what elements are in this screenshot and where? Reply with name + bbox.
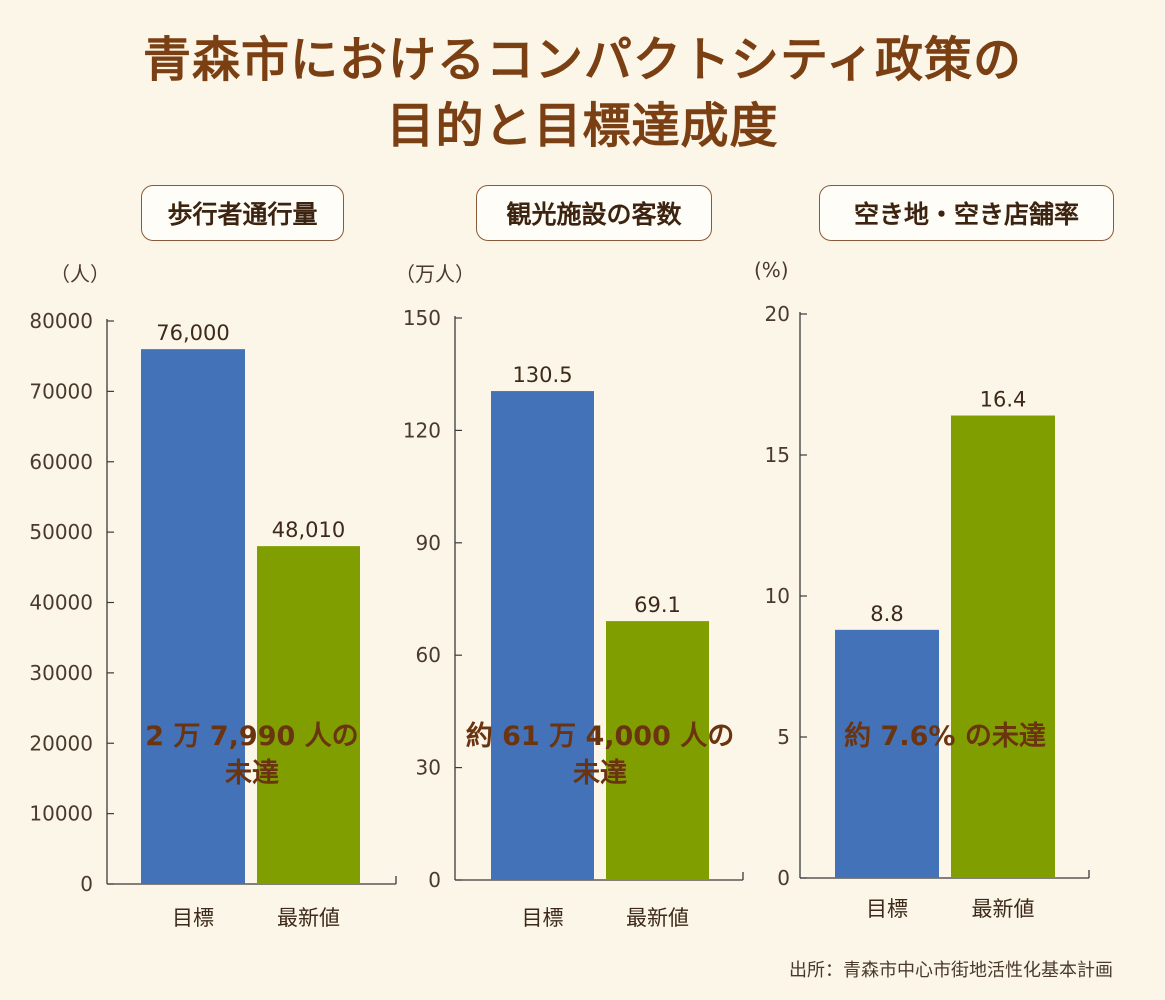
- y-tick-label: 90: [416, 531, 441, 555]
- y-tick-label: 30: [416, 756, 441, 780]
- unit-label-tourism: （万人）: [395, 262, 475, 286]
- y-tick-label: 20000: [29, 731, 93, 755]
- unit-label-pedestrian: （人）: [50, 262, 110, 286]
- category-label: 最新値: [626, 906, 689, 930]
- main-title-line-2: 目的と目標達成度: [386, 98, 779, 154]
- y-tick-label: 30000: [29, 661, 93, 685]
- y-tick-label: 60: [416, 643, 441, 667]
- y-tick-label: 60000: [29, 450, 93, 474]
- panel-title-pedestrian: 歩行者通行量: [141, 185, 344, 241]
- gap-annotation: 2 万 7,990 人の: [145, 721, 358, 752]
- y-tick-label: 70000: [29, 379, 93, 403]
- source-note: 出所：青森市中心市街地活性化基本計画: [789, 960, 1113, 981]
- panel-title-vacancy: 空き地・空き店舗率: [819, 185, 1114, 241]
- y-tick-label: 50000: [29, 520, 93, 544]
- main-title-line-1: 青森市におけるコンパクトシティ政策の: [142, 32, 1023, 88]
- y-tick-label: 15: [765, 443, 790, 467]
- category-label: 目標: [522, 906, 564, 930]
- data-label: 48,010: [272, 518, 345, 542]
- data-label: 130.5: [512, 363, 572, 387]
- gap-annotation: 約 61 万 4,000 人の: [466, 720, 735, 752]
- data-label: 16.4: [980, 388, 1027, 412]
- y-tick-label: 10000: [29, 802, 93, 826]
- y-tick-label: 0: [80, 872, 93, 896]
- y-tick-label: 20: [765, 302, 790, 326]
- gap-annotation: 未達: [573, 758, 627, 789]
- panel-title-tourism: 観光施設の客数: [476, 185, 712, 241]
- y-tick-label: 0: [428, 868, 441, 892]
- gap-annotation: 約 7.6% の未達: [844, 720, 1046, 752]
- category-label: 目標: [172, 906, 214, 930]
- y-tick-label: 80000: [29, 309, 93, 333]
- data-label: 69.1: [634, 593, 681, 617]
- data-label: 76,000: [156, 321, 229, 345]
- bar-latest: [951, 415, 1055, 878]
- gap-annotation: 未達: [225, 758, 279, 789]
- bar-target: [491, 391, 594, 880]
- unit-label-vacancy: (%): [754, 258, 789, 282]
- bar-target: [835, 629, 939, 878]
- y-tick-label: 150: [403, 306, 441, 330]
- y-tick-label: 40000: [29, 591, 93, 615]
- y-tick-label: 5: [777, 725, 790, 749]
- bar-latest: [606, 621, 709, 880]
- y-tick-label: 10: [765, 584, 790, 608]
- bar-target: [141, 349, 245, 884]
- category-label: 目標: [866, 897, 908, 921]
- category-label: 最新値: [972, 897, 1035, 921]
- y-tick-label: 120: [403, 418, 441, 442]
- data-label: 8.8: [870, 602, 903, 626]
- bar-latest: [257, 546, 360, 884]
- y-tick-label: 0: [777, 866, 790, 890]
- category-label: 最新値: [277, 906, 340, 930]
